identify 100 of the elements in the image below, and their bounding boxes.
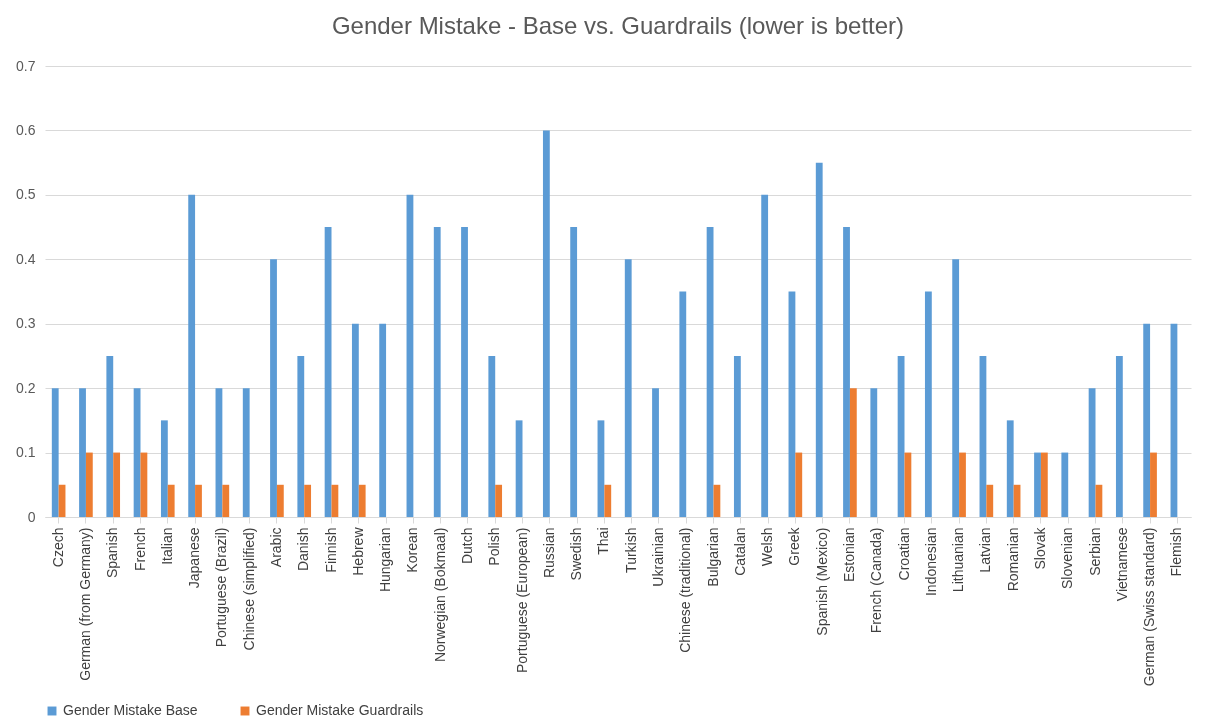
bar (1006, 420, 1014, 517)
y-tick-label: 0.7 (16, 57, 36, 74)
bar (870, 388, 878, 517)
legend-label: Gender Mistake Base (63, 702, 198, 718)
bar (1040, 452, 1048, 517)
y-tick-label: 0.4 (16, 250, 36, 267)
bar (133, 388, 141, 517)
x-tick-label: Czech (49, 527, 66, 568)
x-tick-label: Arabic (267, 527, 284, 568)
x-tick-label: Portuguese (European) (513, 527, 530, 674)
bar (276, 484, 284, 517)
x-tick-label: Indonesian (922, 527, 939, 597)
y-tick-label: 0.3 (16, 315, 36, 332)
bar (113, 452, 121, 517)
x-tick-label: German (from Germany) (76, 527, 93, 681)
x-tick-label: Italian (158, 527, 175, 565)
x-tick-label: Greek (786, 526, 803, 566)
bar (242, 388, 250, 517)
x-tick-label: Chinese (traditional) (677, 527, 694, 653)
y-tick-label: 0.5 (16, 186, 36, 203)
bar (1115, 355, 1123, 517)
x-tick-label: Serbian (1086, 527, 1103, 576)
x-tick-label: Danish (295, 527, 312, 572)
bar (379, 323, 387, 517)
bar (1143, 323, 1151, 517)
bar (706, 227, 714, 517)
bar (570, 227, 578, 517)
bar (843, 227, 850, 517)
x-tick-label: Spanish (104, 527, 121, 579)
bar (624, 259, 632, 517)
x-tick-label: Bulgarian (704, 527, 721, 587)
chart-title: Gender Mistake - Base vs. Guardrails (lower is better) (331, 12, 905, 39)
bar (351, 323, 359, 517)
bar (195, 484, 202, 517)
bar (952, 259, 960, 517)
bar (959, 452, 966, 517)
bar (495, 484, 503, 517)
bar (1034, 452, 1041, 517)
bar (652, 388, 659, 517)
bar (515, 420, 523, 517)
x-tick-label: Portuguese (Brazil) (213, 527, 230, 648)
bar (167, 484, 175, 517)
x-tick-label: Polish (486, 527, 503, 566)
bar (986, 484, 994, 517)
x-tick-label: Japanese (186, 527, 203, 589)
x-tick-label: Ukrainian (649, 527, 666, 587)
bar (897, 355, 905, 517)
bar (433, 227, 441, 517)
bar (924, 291, 932, 517)
x-tick-label: Spanish (Mexico) (813, 527, 830, 636)
y-tick-label: 0.1 (16, 444, 36, 461)
x-tick-label: Hungarian (377, 527, 394, 593)
bar (160, 420, 168, 517)
x-tick-label: Hebrew (349, 526, 366, 576)
y-tick-label: 0 (27, 508, 36, 525)
x-tick-label: Slovenian (1059, 527, 1076, 589)
bar (51, 388, 59, 517)
bar (358, 484, 366, 517)
bar (222, 484, 230, 517)
x-tick-label: Thai (595, 527, 612, 555)
x-tick-label: Dutch (458, 527, 475, 565)
bar (849, 388, 857, 517)
bar (461, 227, 468, 517)
x-tick-label: Estonian (840, 527, 857, 582)
bar (1088, 388, 1096, 517)
bar (106, 355, 114, 517)
bar (297, 355, 305, 517)
x-tick-label: Chinese (simplified) (240, 527, 257, 651)
x-tick-label: Lithuanian (950, 527, 967, 593)
bar (304, 484, 312, 517)
x-tick-label: Latvian (977, 527, 994, 573)
x-tick-label: Finnish (322, 527, 339, 573)
bar (1150, 452, 1157, 517)
bar (488, 355, 496, 517)
bar (85, 452, 93, 517)
bar (188, 194, 196, 517)
x-tick-label: Flemish (1168, 527, 1185, 577)
bar (270, 259, 277, 517)
x-tick-label: Swedish (568, 527, 585, 581)
bar (679, 291, 687, 517)
x-tick-label: French (Canada) (868, 527, 885, 634)
legend-label: Gender Mistake Guardrails (256, 702, 424, 718)
x-tick-label: German (Swiss standard) (1141, 527, 1158, 687)
x-tick-label: Korean (404, 527, 421, 573)
bar (324, 227, 332, 517)
x-tick-label: Turkish (622, 527, 639, 573)
bar (761, 194, 769, 517)
bar (815, 162, 823, 517)
x-tick-label: French (131, 527, 148, 572)
x-tick-label: Vietnamese (1113, 527, 1130, 602)
bar (542, 130, 550, 517)
bar (795, 452, 803, 517)
bar (79, 388, 86, 517)
x-tick-label: Catalan (731, 527, 748, 576)
x-tick-label: Romanian (1004, 527, 1021, 592)
x-tick-label: Croatian (895, 527, 912, 581)
y-tick-label: 0.2 (16, 379, 36, 396)
x-tick-label: Slovak (1031, 526, 1048, 570)
x-tick-label: Russian (540, 527, 557, 579)
bar (604, 484, 612, 517)
